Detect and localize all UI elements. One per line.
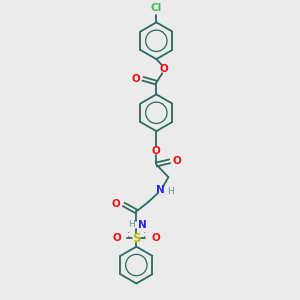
Text: O: O (160, 64, 169, 74)
Text: Cl: Cl (151, 4, 162, 14)
Text: :: : (143, 229, 146, 239)
Text: O: O (173, 156, 182, 166)
Text: O: O (131, 74, 140, 84)
Text: O: O (112, 233, 121, 243)
Text: O: O (112, 200, 121, 209)
Text: O: O (152, 146, 161, 156)
Text: N: N (156, 185, 165, 195)
Text: O: O (152, 233, 160, 243)
Text: :: : (127, 229, 130, 239)
Text: N: N (138, 220, 147, 230)
Text: H: H (167, 187, 174, 196)
Text: S: S (132, 232, 141, 244)
Text: H: H (128, 220, 135, 229)
